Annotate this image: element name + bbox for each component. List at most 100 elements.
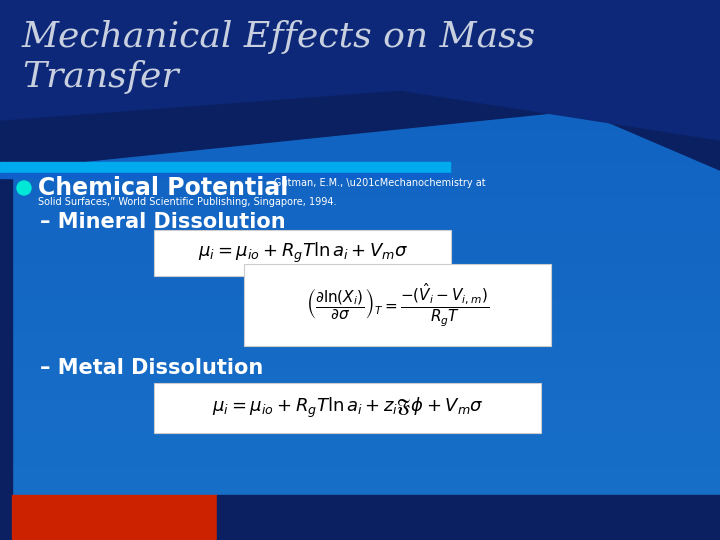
Bar bbox=[0, 176, 720, 183]
Bar bbox=[0, 276, 720, 284]
Bar bbox=[0, 202, 720, 209]
Text: $\left(\dfrac{\partial \ln(X_i)}{\partial \sigma}\right)_T = \dfrac{-(\hat{V}_i : $\left(\dfrac{\partial \ln(X_i)}{\partia… bbox=[307, 281, 490, 329]
Bar bbox=[0, 446, 720, 453]
Bar bbox=[0, 115, 720, 122]
Bar bbox=[0, 165, 12, 540]
Bar bbox=[0, 399, 720, 405]
Bar bbox=[0, 94, 720, 102]
Bar bbox=[12, 495, 217, 540]
Bar bbox=[0, 81, 720, 87]
Bar bbox=[0, 480, 720, 486]
Bar bbox=[0, 426, 720, 432]
Bar bbox=[0, 141, 720, 149]
Text: – Metal Dissolution: – Metal Dissolution bbox=[40, 358, 264, 378]
Bar bbox=[0, 6, 720, 14]
Bar bbox=[217, 495, 720, 540]
Bar bbox=[0, 297, 720, 303]
Bar bbox=[0, 122, 720, 128]
Bar bbox=[0, 237, 720, 243]
Text: Chemical Potential: Chemical Potential bbox=[38, 176, 289, 200]
Bar bbox=[0, 222, 720, 230]
Bar bbox=[0, 230, 720, 237]
Bar bbox=[0, 87, 720, 94]
Bar bbox=[0, 472, 720, 480]
Bar bbox=[0, 378, 720, 384]
Bar bbox=[0, 216, 720, 222]
Bar bbox=[0, 459, 720, 465]
Bar bbox=[0, 108, 720, 115]
Bar bbox=[0, 351, 720, 357]
Bar bbox=[0, 47, 720, 54]
Bar bbox=[0, 249, 720, 256]
Bar bbox=[0, 513, 720, 519]
Bar bbox=[0, 270, 720, 276]
Bar bbox=[0, 526, 720, 534]
Bar bbox=[0, 534, 720, 540]
Bar bbox=[0, 27, 720, 33]
Bar bbox=[0, 317, 720, 324]
Bar bbox=[0, 148, 720, 156]
Bar bbox=[0, 189, 720, 195]
Text: Transfer: Transfer bbox=[22, 60, 179, 94]
Bar bbox=[0, 507, 720, 513]
Bar bbox=[0, 384, 720, 391]
Bar bbox=[0, 405, 720, 411]
Bar bbox=[0, 14, 720, 20]
Bar bbox=[0, 364, 720, 372]
Text: $\mu_i = \mu_{io} + R_g T \ln a_i + z_i \mathfrak{F}\phi + V_m \sigma$: $\mu_i = \mu_{io} + R_g T \ln a_i + z_i … bbox=[212, 396, 484, 420]
Polygon shape bbox=[0, 0, 720, 140]
Text: Solid Surfaces,” World Scientific Publishing, Singapore, 1994.: Solid Surfaces,” World Scientific Publis… bbox=[38, 197, 336, 207]
Bar bbox=[0, 486, 720, 492]
Text: – Mineral Dissolution: – Mineral Dissolution bbox=[40, 212, 286, 232]
Bar bbox=[0, 303, 720, 310]
FancyBboxPatch shape bbox=[154, 230, 451, 276]
Bar bbox=[0, 195, 720, 202]
Bar bbox=[0, 256, 720, 263]
Bar bbox=[0, 60, 720, 68]
FancyBboxPatch shape bbox=[154, 383, 541, 433]
Bar bbox=[0, 324, 720, 330]
Bar bbox=[0, 162, 450, 173]
Bar bbox=[0, 156, 720, 162]
Bar bbox=[0, 162, 720, 168]
Text: $\mu_i = \mu_{io} + R_g T \ln a_i + V_m \sigma$: $\mu_i = \mu_{io} + R_g T \ln a_i + V_m … bbox=[198, 241, 408, 265]
Bar bbox=[0, 54, 720, 60]
Bar bbox=[0, 263, 720, 270]
Bar bbox=[0, 40, 720, 47]
Bar bbox=[0, 284, 720, 291]
Bar bbox=[0, 102, 720, 108]
Bar bbox=[0, 432, 720, 438]
Bar bbox=[0, 33, 720, 40]
Bar bbox=[0, 173, 450, 178]
Text: -Gutman, E.M., \u201cMechanochemistry at: -Gutman, E.M., \u201cMechanochemistry at bbox=[270, 178, 485, 188]
Bar bbox=[0, 183, 720, 189]
Bar bbox=[0, 465, 720, 472]
Text: Mechanical Effects on Mass: Mechanical Effects on Mass bbox=[22, 20, 536, 54]
Bar bbox=[0, 128, 720, 135]
Bar bbox=[0, 345, 720, 351]
Bar bbox=[0, 310, 720, 317]
Bar bbox=[0, 519, 720, 526]
Bar bbox=[0, 338, 720, 345]
Bar bbox=[0, 418, 720, 426]
Bar bbox=[0, 243, 720, 249]
Bar bbox=[0, 392, 720, 399]
Bar bbox=[0, 291, 720, 297]
Bar bbox=[0, 0, 720, 6]
Bar bbox=[0, 438, 720, 445]
Polygon shape bbox=[0, 0, 720, 170]
Bar bbox=[0, 209, 720, 216]
Bar bbox=[0, 20, 720, 27]
Bar bbox=[0, 68, 720, 74]
Bar bbox=[0, 492, 720, 500]
Circle shape bbox=[17, 181, 31, 195]
Bar bbox=[0, 453, 720, 459]
Bar bbox=[0, 135, 720, 141]
FancyBboxPatch shape bbox=[244, 264, 551, 346]
Bar bbox=[0, 330, 720, 338]
Bar bbox=[0, 411, 720, 418]
Bar bbox=[0, 500, 720, 507]
Bar bbox=[0, 74, 720, 81]
Bar bbox=[0, 357, 720, 364]
Bar bbox=[0, 168, 720, 176]
